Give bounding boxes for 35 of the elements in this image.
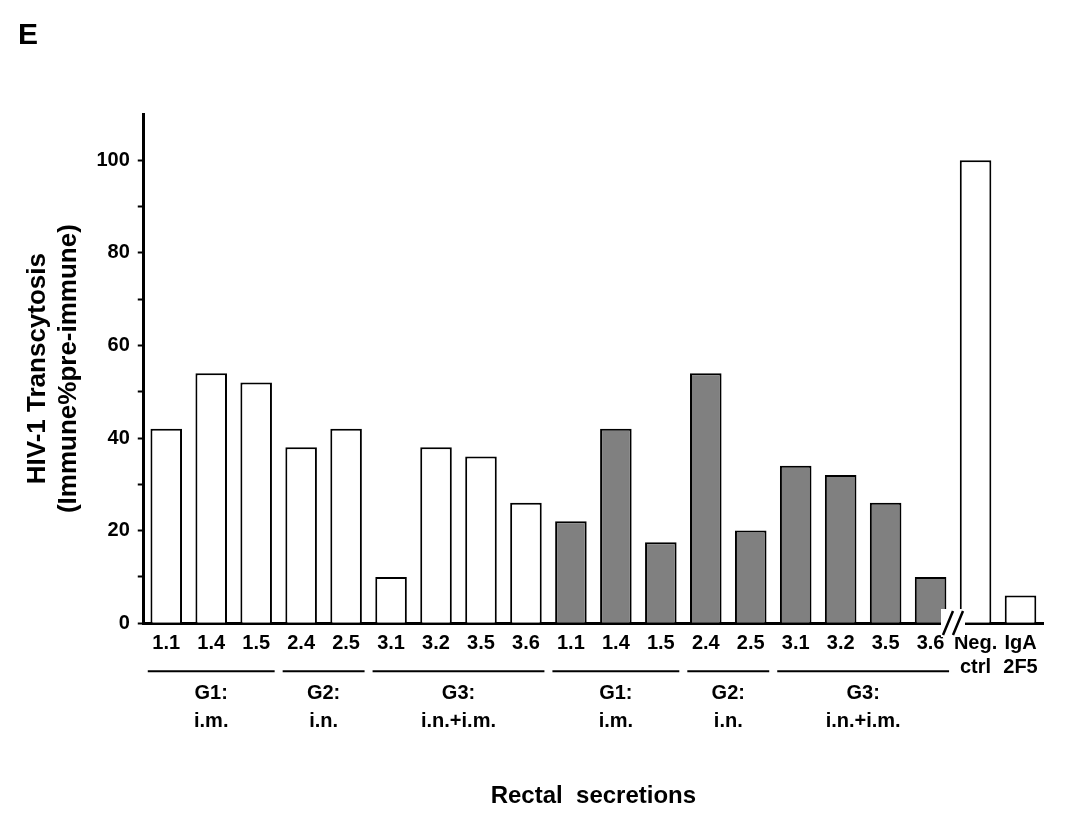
x-tick-label: 2.4 — [287, 630, 316, 653]
x-tick-label: 1.5 — [646, 630, 675, 653]
x-tick-label: 3.5 — [871, 630, 900, 653]
text: G3: i.n.+i.m. — [420, 680, 497, 731]
x-tick-label: 2.4 — [691, 630, 721, 653]
y-tick-label: 80 — [107, 240, 130, 263]
x-tick-label: 2.5 — [332, 630, 360, 653]
text: G2: i.n. — [306, 680, 341, 731]
x-tick-label: 3.2 — [826, 630, 855, 653]
x-tick-label: 3.1 — [781, 630, 810, 653]
y-axis-title: HIV-1 Transcytosis (Immune%pre-immune) — [20, 224, 82, 514]
y-tick-label: 20 — [107, 518, 130, 541]
x-tick-label: 3.1 — [377, 630, 405, 653]
x-tick-label: 2.5 — [736, 630, 765, 653]
y-tick-label: 100 — [96, 147, 130, 170]
text: G1: i.m. — [598, 680, 634, 731]
y-tick-label: 60 — [107, 332, 130, 355]
text: G1: i.m. — [193, 680, 229, 731]
x-tick-label: 3.5 — [467, 630, 495, 653]
x-tick-label: 1.5 — [242, 630, 271, 653]
x-axis-title: Rectal secretions — [490, 781, 697, 809]
x-tick-label: 1.4 — [601, 630, 631, 653]
x-tick-label: 3.6 — [512, 630, 540, 653]
x-tick-label: IgA 2F5 — [1003, 630, 1038, 677]
chart-title: E — [18, 17, 39, 51]
text: G2: i.n. — [711, 680, 745, 731]
x-tick-label: 3.6 — [916, 630, 945, 653]
y-tick-label: 0 — [118, 610, 130, 633]
x-tick-label: 1.1 — [557, 630, 585, 653]
x-tick-label: Neg. ctrl — [953, 630, 998, 677]
x-tick-label: 1.4 — [197, 630, 226, 653]
y-tick-label: 40 — [107, 425, 130, 448]
x-tick-label: 3.2 — [422, 630, 450, 653]
text: G3: i.n.+i.m. — [825, 680, 901, 731]
x-tick-label: 1.1 — [152, 630, 181, 653]
